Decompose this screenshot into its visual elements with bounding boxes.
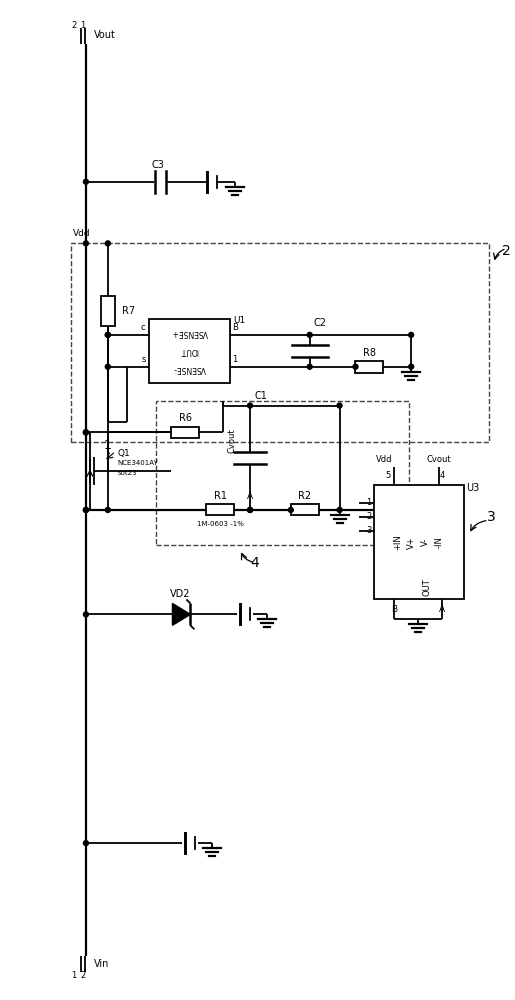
Text: -IN: -IN <box>435 536 443 548</box>
Text: C1: C1 <box>254 391 267 401</box>
Text: 4: 4 <box>439 471 444 480</box>
Text: Vdd: Vdd <box>73 229 91 238</box>
Text: sot23: sot23 <box>118 470 138 476</box>
Text: Cvout: Cvout <box>227 428 236 453</box>
Circle shape <box>409 332 414 337</box>
Text: VSENSE+: VSENSE+ <box>171 328 208 337</box>
Text: Q1: Q1 <box>118 449 130 458</box>
Text: Vin: Vin <box>94 959 109 969</box>
Text: 1: 1 <box>80 21 85 30</box>
Text: U3: U3 <box>466 483 479 493</box>
Text: 1: 1 <box>72 971 77 980</box>
Text: 2: 2 <box>366 512 371 521</box>
Bar <box>101 296 115 326</box>
Circle shape <box>106 507 110 512</box>
Polygon shape <box>173 603 191 625</box>
Text: 5: 5 <box>386 471 391 480</box>
Text: 4: 4 <box>251 556 260 570</box>
Text: R1: R1 <box>214 491 227 501</box>
Text: 1: 1 <box>366 498 371 507</box>
Text: Vdd: Vdd <box>376 455 392 464</box>
Circle shape <box>83 430 89 435</box>
Text: R6: R6 <box>179 413 192 423</box>
Text: U1: U1 <box>233 316 245 325</box>
Circle shape <box>248 507 252 512</box>
Text: Cvout: Cvout <box>427 455 451 464</box>
Text: VSENSE-: VSENSE- <box>173 364 206 373</box>
Circle shape <box>248 403 252 408</box>
Text: c: c <box>141 323 146 332</box>
Bar <box>171 427 199 438</box>
Circle shape <box>288 507 294 512</box>
Text: 1: 1 <box>104 439 112 452</box>
Circle shape <box>106 332 110 337</box>
Text: B: B <box>232 323 238 332</box>
Circle shape <box>307 332 312 337</box>
Text: 2: 2 <box>502 244 511 258</box>
Circle shape <box>83 612 89 617</box>
Circle shape <box>83 241 89 246</box>
Bar <box>355 361 383 373</box>
Circle shape <box>307 364 312 369</box>
Text: A: A <box>439 605 445 614</box>
Text: NCE3401AY: NCE3401AY <box>118 460 159 466</box>
Text: 3: 3 <box>366 526 371 535</box>
Text: V+: V+ <box>407 536 416 549</box>
Circle shape <box>83 841 89 846</box>
Circle shape <box>106 364 110 369</box>
Text: R8: R8 <box>363 348 376 358</box>
Text: V-: V- <box>421 538 430 546</box>
Circle shape <box>409 364 414 369</box>
Bar <box>291 504 319 515</box>
Circle shape <box>106 241 110 246</box>
Text: IOUT: IOUT <box>180 346 198 355</box>
Bar <box>374 485 464 599</box>
Text: 3: 3 <box>487 510 496 524</box>
Circle shape <box>106 332 110 337</box>
Circle shape <box>353 364 358 369</box>
Text: OUT: OUT <box>423 579 432 596</box>
Bar <box>71 243 489 442</box>
Text: 1M-0603 -1%: 1M-0603 -1% <box>197 521 244 527</box>
Text: 1: 1 <box>232 355 237 364</box>
Circle shape <box>83 507 89 512</box>
Text: C3: C3 <box>151 160 164 170</box>
Circle shape <box>83 430 89 435</box>
Circle shape <box>83 179 89 184</box>
Circle shape <box>83 507 89 512</box>
Text: B: B <box>391 605 397 614</box>
Bar <box>156 401 409 545</box>
Text: 2: 2 <box>80 971 85 980</box>
Text: R7: R7 <box>122 306 135 316</box>
Text: VD2: VD2 <box>170 589 191 599</box>
Text: A: A <box>247 492 253 501</box>
Circle shape <box>248 507 252 512</box>
Circle shape <box>337 403 342 408</box>
Text: Vout: Vout <box>94 30 116 40</box>
Text: C2: C2 <box>314 318 327 328</box>
Circle shape <box>337 507 342 512</box>
Text: s: s <box>141 355 146 364</box>
Bar <box>207 504 234 515</box>
Text: 2: 2 <box>72 21 77 30</box>
Text: R2: R2 <box>298 491 311 501</box>
Bar <box>149 319 230 383</box>
Text: +IN: +IN <box>393 534 402 550</box>
